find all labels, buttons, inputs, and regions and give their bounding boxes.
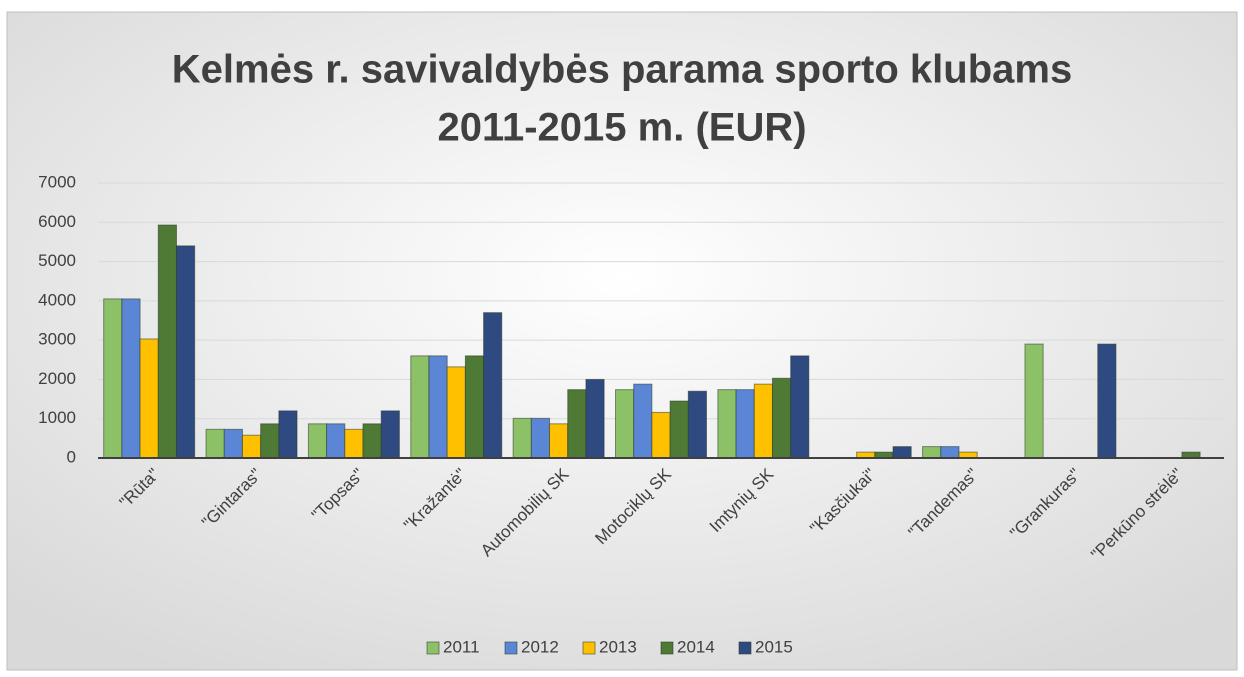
bar: [790, 355, 810, 459]
bar: [585, 378, 605, 459]
bar: [530, 417, 551, 459]
bar: [205, 428, 225, 459]
legend-swatch: [738, 641, 752, 655]
chart-background: [6, 11, 1238, 671]
legend-label: 2012: [521, 637, 559, 656]
bar: [892, 446, 912, 459]
bar: [380, 410, 400, 459]
y-tick-label: 0: [67, 447, 76, 466]
bar: [344, 428, 364, 459]
chart-title: Kelmės r. savivaldybės parama sporto klu…: [172, 48, 1072, 92]
bar: [651, 411, 671, 459]
y-tick-label: 3000: [38, 330, 76, 349]
y-tick-label: 4000: [38, 290, 76, 309]
bar: [175, 245, 196, 459]
bar: [771, 377, 792, 459]
bar: [157, 224, 177, 459]
bar: [483, 312, 503, 459]
legend-label: 2013: [599, 637, 637, 656]
y-tick-label: 5000: [38, 251, 76, 270]
legend-swatch: [582, 641, 596, 655]
bar: [753, 383, 773, 459]
legend-swatch: [504, 641, 518, 655]
chart-title: 2011-2015 m. (EUR): [437, 106, 806, 150]
bar: [278, 410, 298, 459]
bar: [1024, 343, 1044, 459]
bar: [410, 355, 430, 459]
bar: [223, 428, 243, 459]
bar: [103, 298, 123, 459]
legend-label: 2011: [443, 637, 480, 656]
bar: [307, 423, 328, 459]
y-tick-label: 1000: [38, 408, 76, 427]
bar: [633, 383, 653, 459]
bar: [940, 446, 960, 459]
bar: [567, 389, 587, 459]
bar: [121, 298, 141, 459]
bar: [1097, 343, 1117, 459]
bar: [446, 366, 466, 459]
bar: [241, 434, 262, 459]
bar: [669, 400, 689, 459]
bar: [362, 423, 382, 459]
legend-swatch: [426, 641, 440, 655]
y-tick-label: 2000: [38, 369, 76, 388]
y-tick-label: 7000: [38, 172, 76, 191]
legend-label: 2015: [755, 637, 793, 656]
bar: [549, 423, 569, 459]
legend-label: 2014: [677, 637, 715, 656]
bar: [139, 338, 159, 459]
bar: [260, 423, 280, 459]
bar: [687, 390, 707, 459]
bar: [717, 389, 737, 459]
bar: [735, 389, 755, 459]
legend-swatch: [660, 641, 674, 655]
bar: [922, 446, 942, 459]
bar: [512, 417, 532, 459]
bar: [464, 355, 485, 459]
bar: [326, 423, 346, 459]
bar: [428, 355, 448, 459]
bar: [615, 389, 635, 459]
y-tick-label: 6000: [38, 212, 76, 231]
